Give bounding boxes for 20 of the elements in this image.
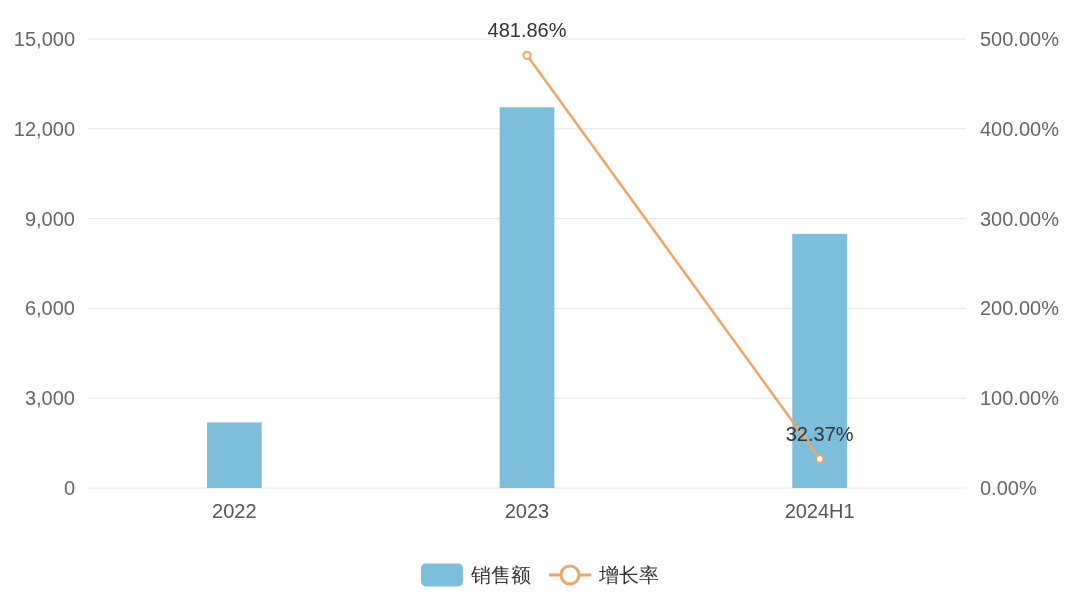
y2tick: 500.00% bbox=[980, 28, 1059, 50]
legend-label: 增长率 bbox=[598, 564, 659, 586]
y2tick: 400.00% bbox=[980, 117, 1059, 140]
xtick: 2022 bbox=[212, 500, 257, 522]
ytick: 15,000 bbox=[13, 28, 75, 50]
ytick: 0 bbox=[63, 477, 75, 499]
ytick: 6,000 bbox=[24, 297, 75, 320]
y2tick: 100.00% bbox=[980, 387, 1059, 410]
y2tick: 200.00% bbox=[980, 297, 1059, 320]
bar bbox=[499, 107, 555, 488]
ytick: 9,000 bbox=[24, 207, 75, 230]
legend-label: 销售额 bbox=[470, 564, 531, 586]
ytick: 3,000 bbox=[24, 387, 75, 410]
xtick: 2023 bbox=[504, 500, 550, 522]
bar bbox=[206, 422, 262, 488]
ytick: 12,000 bbox=[13, 117, 75, 140]
value-label: 481.86% bbox=[487, 19, 567, 42]
y2tick: 0.00% bbox=[980, 477, 1037, 499]
xtick: 2024H1 bbox=[784, 500, 855, 522]
y2tick: 300.00% bbox=[980, 207, 1059, 230]
